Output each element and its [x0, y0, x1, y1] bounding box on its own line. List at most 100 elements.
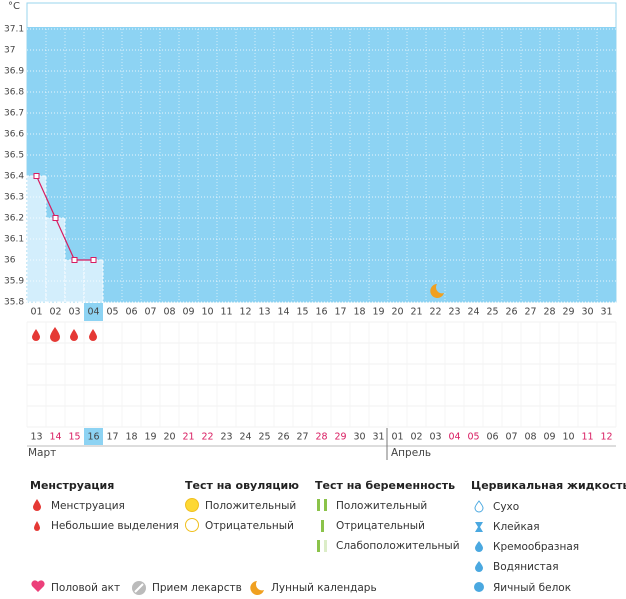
drop	[50, 327, 60, 342]
legend-item: Положительный	[336, 500, 427, 512]
date-label: 10	[562, 432, 574, 443]
legend-item: Отрицательный	[336, 520, 425, 532]
date-label: 18	[125, 432, 137, 443]
y-tick-label: 36.8	[4, 88, 24, 98]
date-label: 20	[163, 432, 175, 443]
today-top	[84, 303, 103, 321]
x-tick-label: 27	[524, 307, 536, 318]
icon	[321, 520, 324, 532]
icon	[33, 499, 41, 511]
x-tick-label: 14	[277, 307, 289, 318]
x-tick-label: 11	[220, 307, 232, 318]
date-label: 24	[239, 432, 251, 443]
date-label: 19	[144, 432, 156, 443]
legend-item: Слабоположительный	[336, 540, 460, 552]
icon	[134, 583, 144, 593]
x-tick-label: 10	[201, 307, 213, 318]
x-tick-label: 18	[353, 307, 365, 318]
legend-title: Менструация	[30, 479, 114, 492]
icon	[324, 499, 327, 511]
temp-point	[52, 215, 59, 221]
x-tick-label: 29	[562, 307, 574, 318]
icon	[317, 540, 320, 552]
month-label: Март	[28, 447, 56, 459]
date-label: 27	[296, 432, 308, 443]
date-label: 03	[429, 432, 441, 443]
y-tick-label: 36.9	[4, 67, 24, 77]
y-tick-label: 37.1	[4, 25, 24, 35]
x-tick-label: 21	[410, 307, 422, 318]
plot-area	[27, 27, 616, 302]
date-label: 16	[87, 432, 99, 443]
x-tick-label: 26	[505, 307, 517, 318]
x-tick-label: 01	[30, 307, 42, 318]
date-label: 06	[486, 432, 498, 443]
date-label: 15	[68, 432, 80, 443]
date-label: 12	[600, 432, 612, 443]
icon	[475, 541, 483, 552]
y-tick-label: 36.7	[4, 109, 24, 119]
x-tick-label: 09	[182, 307, 194, 318]
temp-point	[71, 257, 78, 263]
y-tick-label: 36.2	[4, 214, 24, 224]
x-tick-label: 20	[391, 307, 403, 318]
date-label: 30	[353, 432, 365, 443]
date-label: 02	[410, 432, 422, 443]
icon	[250, 581, 264, 595]
date-label: 05	[467, 432, 479, 443]
icon	[474, 582, 484, 592]
x-tick-label: 03	[68, 307, 80, 318]
legend-item: Лунный календарь	[271, 582, 377, 594]
date-label: 04	[448, 432, 460, 443]
legend-item: Отрицательный	[205, 520, 294, 532]
today-bottom	[84, 428, 103, 445]
date-label: 23	[220, 432, 232, 443]
x-tick-label: 28	[543, 307, 555, 318]
date-label: 17	[106, 432, 118, 443]
drop	[70, 329, 78, 341]
date-label: 09	[543, 432, 555, 443]
y-tick-label: 35.8	[4, 298, 24, 308]
icon	[34, 521, 40, 531]
icon	[185, 498, 199, 512]
x-tick-label: 22	[429, 307, 441, 318]
date-label: 28	[315, 432, 327, 443]
legend-item: Сухо	[493, 501, 519, 513]
legend-item: Водянистая	[493, 561, 559, 573]
date-label: 08	[524, 432, 536, 443]
x-tick-label: 05	[106, 307, 118, 318]
y-tick-label: 37	[4, 46, 15, 56]
date-label: 07	[505, 432, 517, 443]
date-label: 31	[372, 432, 384, 443]
x-tick-label: 17	[334, 307, 346, 318]
temp-point	[33, 173, 40, 179]
x-tick-label: 30	[581, 307, 593, 318]
legend-item: Прием лекарств	[152, 582, 242, 594]
y-tick-label: 36	[4, 256, 16, 266]
x-tick-label: 23	[448, 307, 460, 318]
x-tick-label: 06	[125, 307, 137, 318]
legend-title: Тест на овуляцию	[185, 479, 299, 492]
icon	[475, 522, 483, 532]
legend-item: Небольшие выделения	[51, 520, 179, 532]
y-unit: °C	[8, 1, 20, 12]
date-label: 11	[581, 432, 593, 443]
y-tick-label: 36.5	[4, 151, 24, 161]
icon	[324, 540, 327, 552]
x-tick-label: 12	[239, 307, 251, 318]
x-tick-label: 31	[600, 307, 612, 318]
y-tick-label: 36.4	[4, 172, 24, 182]
legend-title: Цервикальная жидкость	[471, 479, 626, 492]
y-tick-label: 36.3	[4, 193, 24, 203]
x-tick-label: 13	[258, 307, 270, 318]
x-tick-label: 16	[315, 307, 327, 318]
date-label: 22	[201, 432, 213, 443]
x-tick-label: 15	[296, 307, 308, 318]
temp-line	[35, 175, 94, 261]
y-tick-label: 36.1	[4, 235, 24, 245]
x-tick-label: 25	[486, 307, 498, 318]
date-label: 01	[391, 432, 403, 443]
x-tick-label: 24	[467, 307, 479, 318]
legend-title: Тест на беременность	[315, 479, 455, 492]
